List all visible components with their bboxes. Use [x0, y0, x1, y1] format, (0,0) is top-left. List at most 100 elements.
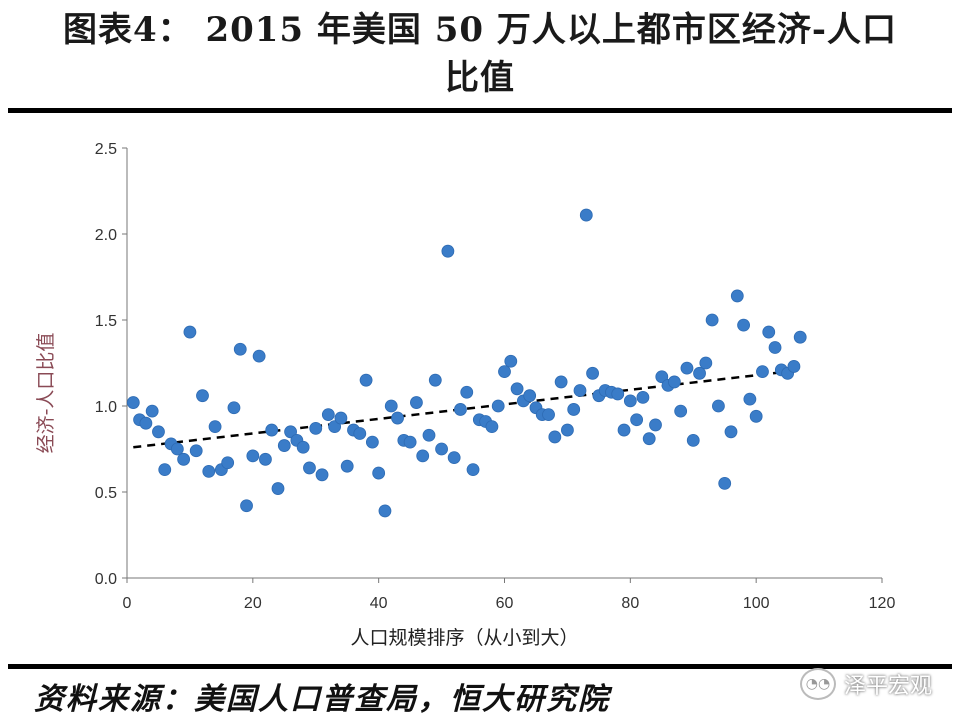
data-point — [189, 444, 203, 458]
data-point — [271, 482, 285, 495]
chart-title-line-1: 图表4： 2015 年美国 50 万人以上都市区经济-人口 — [62, 10, 898, 50]
data-point — [567, 403, 581, 416]
data-point — [365, 435, 379, 449]
x-tick-label: 80 — [621, 595, 639, 612]
data-point — [196, 389, 209, 403]
watermark-text: 泽平宏观 — [843, 674, 932, 699]
data-point — [183, 325, 197, 339]
data-point — [334, 411, 348, 425]
data-points — [126, 208, 807, 518]
y-tick-label: 1.5 — [95, 313, 117, 330]
data-point — [303, 461, 316, 475]
data-point — [139, 416, 153, 430]
data-point — [416, 449, 430, 463]
data-point — [359, 373, 373, 387]
data-point — [460, 385, 474, 399]
chart-axes: 0.0 0.5 1.0 1.5 2.0 2.5 0 20 40 60 80 100 120 — [95, 141, 896, 612]
data-point — [504, 354, 518, 368]
scatter-chart: 0.0 0.5 1.0 1.5 2.0 2.5 0 20 40 60 80 100 120 人口规模排序… — [35, 141, 896, 649]
chart-title-line-2: 比值 — [445, 58, 515, 98]
data-point — [699, 356, 713, 370]
data-point — [718, 476, 732, 490]
data-point — [321, 408, 335, 422]
data-point — [768, 341, 782, 354]
y-axis-label: 经济-人口比值 — [35, 333, 57, 454]
data-point — [240, 499, 253, 513]
x-tick-label: 40 — [370, 595, 388, 612]
data-point — [485, 420, 499, 434]
x-tick-label: 0 — [123, 595, 132, 612]
data-point — [353, 427, 367, 440]
data-point — [391, 411, 404, 425]
data-point — [152, 425, 165, 439]
x-axis-label: 人口规模排序（从小到大） — [350, 627, 578, 649]
bottom-divider — [8, 664, 952, 669]
data-point — [259, 452, 272, 466]
y-tick-label: 0.0 — [95, 571, 117, 588]
data-point — [749, 409, 763, 423]
data-point — [561, 423, 574, 437]
y-tick-label: 1.0 — [95, 399, 117, 416]
data-point — [447, 451, 461, 465]
top-divider — [8, 108, 952, 113]
data-point — [340, 459, 354, 473]
x-tick-label: 120 — [869, 595, 896, 612]
data-point — [674, 404, 688, 418]
data-point — [693, 366, 706, 380]
x-tick-label: 60 — [496, 595, 514, 612]
x-tick-label: 20 — [244, 595, 262, 612]
data-point — [623, 394, 637, 408]
data-point — [145, 404, 159, 418]
data-point — [642, 432, 656, 446]
data-point — [435, 442, 448, 456]
data-point — [252, 349, 266, 363]
data-point — [498, 365, 511, 379]
data-point — [265, 423, 279, 437]
data-point — [410, 396, 423, 409]
y-tick-label: 2.5 — [95, 141, 117, 158]
data-point — [170, 442, 184, 456]
y-tick-label: 2.0 — [95, 227, 117, 244]
data-point — [579, 208, 593, 222]
data-point — [422, 428, 436, 442]
data-point — [548, 430, 562, 444]
watermark: ◔◔ 泽平宏观 — [799, 668, 932, 700]
data-point — [730, 289, 744, 303]
data-point — [403, 435, 417, 449]
data-point — [454, 403, 467, 416]
data-point — [328, 420, 342, 434]
y-tick-label: 0.5 — [95, 485, 117, 502]
data-point — [233, 342, 247, 356]
data-point — [221, 456, 235, 470]
data-point — [315, 468, 329, 482]
data-point — [611, 387, 625, 401]
wechat-icon: ◔◔ — [799, 668, 836, 700]
data-point — [573, 384, 587, 397]
data-point — [756, 365, 769, 379]
data-point — [277, 439, 291, 452]
data-point — [158, 463, 172, 477]
data-point — [428, 373, 442, 387]
data-point — [523, 389, 537, 403]
data-point — [737, 318, 750, 332]
data-point — [466, 463, 480, 477]
data-point — [372, 466, 386, 480]
data-point — [202, 464, 216, 478]
data-point — [554, 375, 568, 389]
data-point — [246, 449, 260, 463]
data-point — [510, 382, 524, 396]
data-point — [284, 425, 297, 439]
data-point — [655, 370, 669, 384]
data-point — [586, 366, 599, 380]
source-note: 资料来源：美国人口普查局，恒大研究院 — [34, 682, 610, 717]
data-point — [680, 361, 694, 375]
data-point — [177, 452, 191, 466]
data-point — [667, 375, 681, 389]
data-point — [724, 425, 738, 439]
data-point — [126, 396, 140, 409]
data-point — [378, 504, 392, 518]
data-point — [630, 413, 644, 427]
data-point — [686, 433, 700, 447]
data-point — [793, 330, 807, 344]
data-point — [649, 418, 662, 432]
